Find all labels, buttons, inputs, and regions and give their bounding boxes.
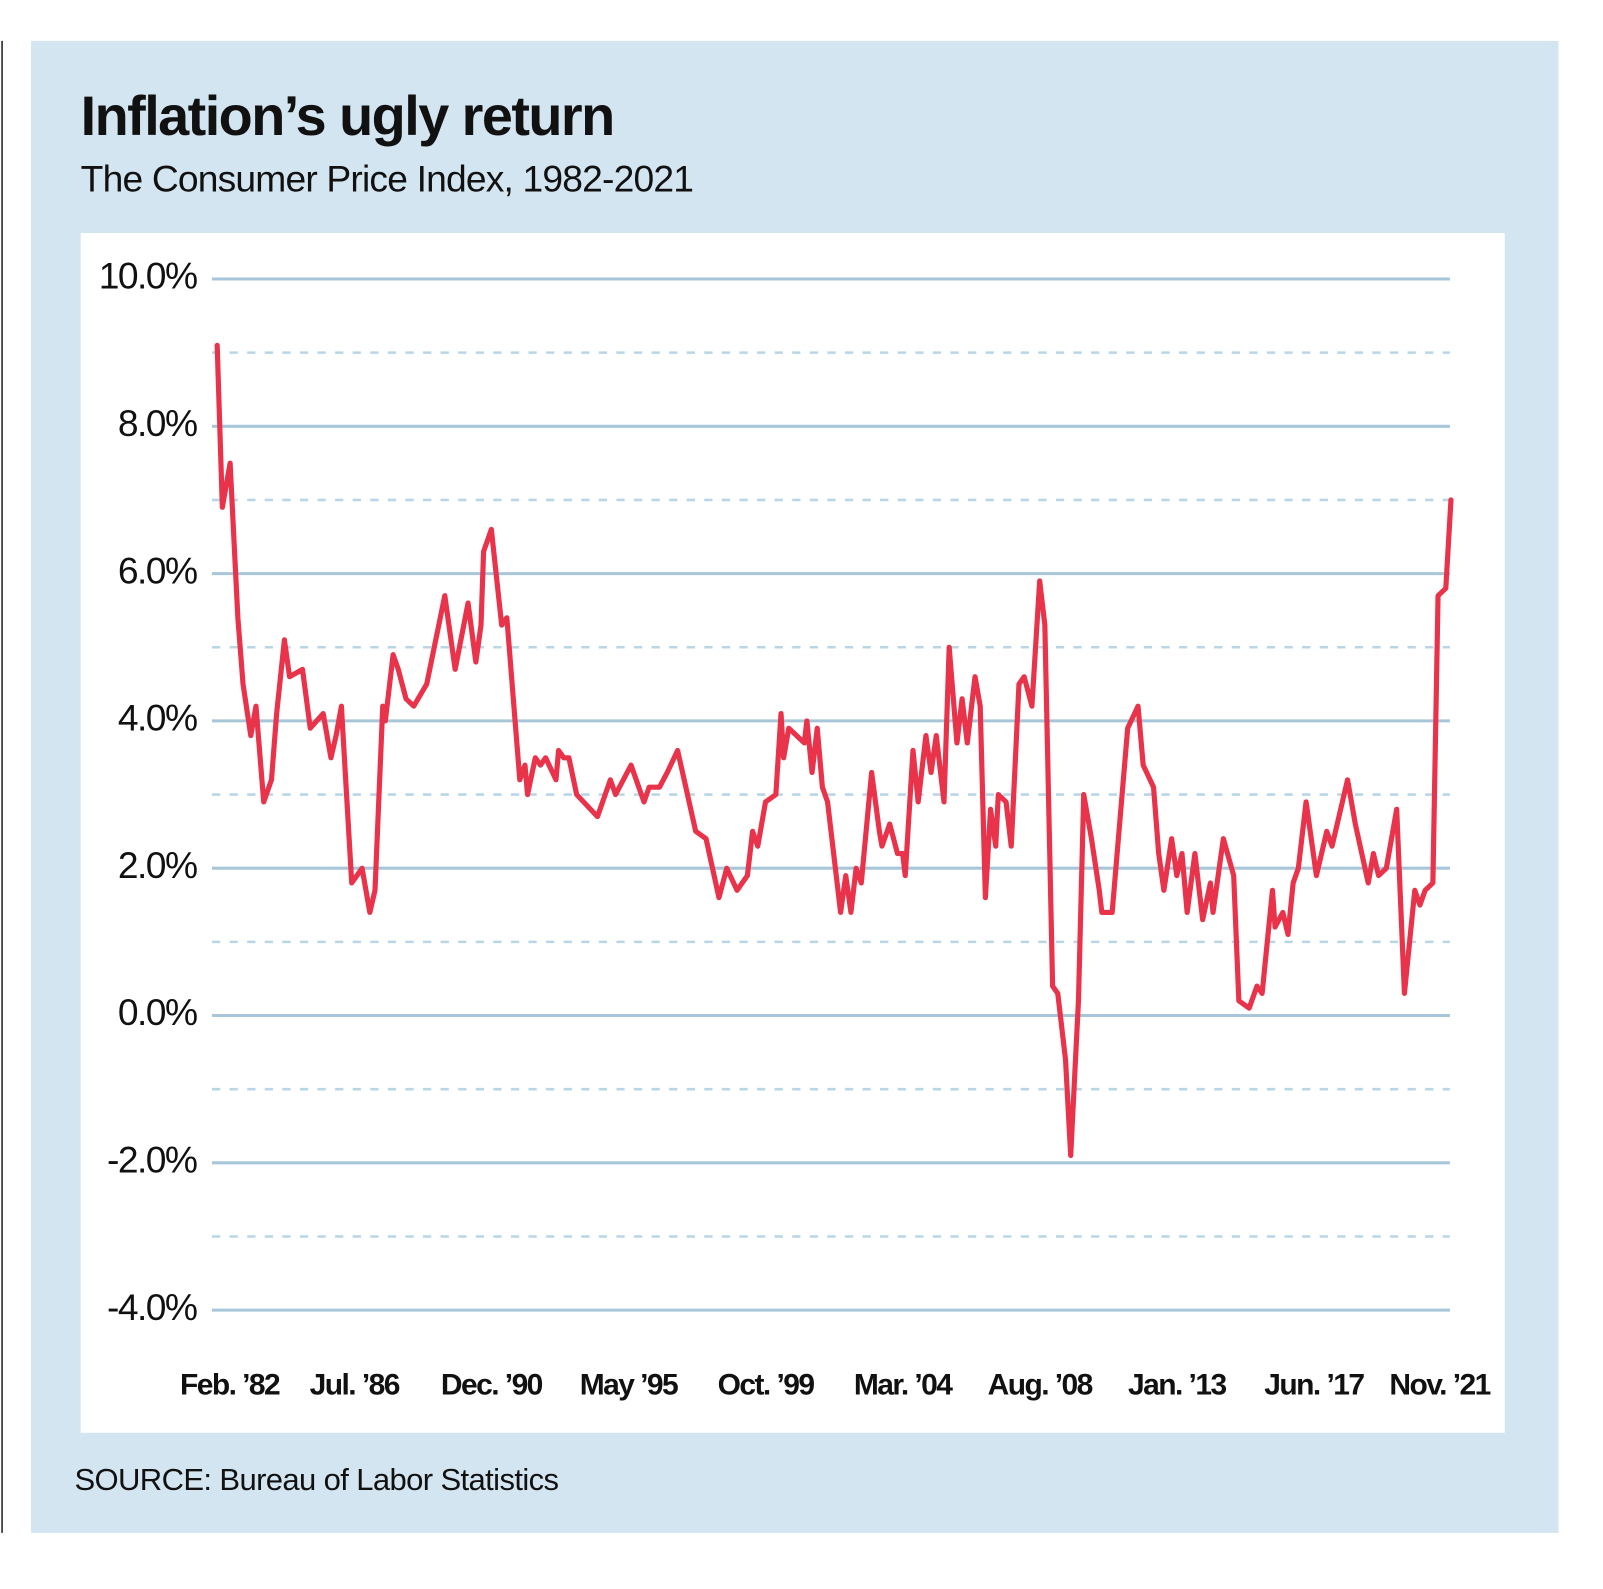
x-tick-label: Jun. ’17 bbox=[1264, 1369, 1364, 1402]
x-tick-label: Jul. ’86 bbox=[310, 1369, 400, 1402]
x-tick-label: Nov. ’21 bbox=[1389, 1369, 1490, 1402]
y-tick-label: 2.0% bbox=[118, 844, 197, 886]
x-tick-label: Dec. ’90 bbox=[441, 1369, 543, 1402]
x-tick-label: Aug. ’08 bbox=[988, 1369, 1093, 1402]
y-tick-label: 0.0% bbox=[118, 991, 197, 1033]
y-tick-label: -4.0% bbox=[107, 1286, 197, 1328]
y-tick-label: 10.0% bbox=[99, 255, 197, 297]
chart-subtitle: The Consumer Price Index, 1982-2021 bbox=[81, 158, 693, 200]
x-tick-label: May ’95 bbox=[580, 1369, 678, 1402]
y-tick-label: 8.0% bbox=[118, 402, 197, 444]
y-tick-label: 6.0% bbox=[118, 550, 197, 592]
source-note: SOURCE: Bureau of Labor Statistics bbox=[74, 1462, 558, 1497]
chart-title: Inflation’s ugly return bbox=[81, 85, 614, 147]
cpi-line bbox=[214, 342, 1454, 1159]
x-tick-label: Oct. ’99 bbox=[718, 1369, 815, 1402]
plot-area bbox=[80, 233, 1505, 1433]
x-tick-label: Jan. ’13 bbox=[1128, 1369, 1227, 1402]
x-tick-label: Mar. ’04 bbox=[854, 1369, 954, 1402]
y-tick-label: -2.0% bbox=[107, 1139, 197, 1181]
y-tick-label: 4.0% bbox=[118, 697, 197, 739]
x-tick-label: Feb. ’82 bbox=[180, 1369, 280, 1402]
